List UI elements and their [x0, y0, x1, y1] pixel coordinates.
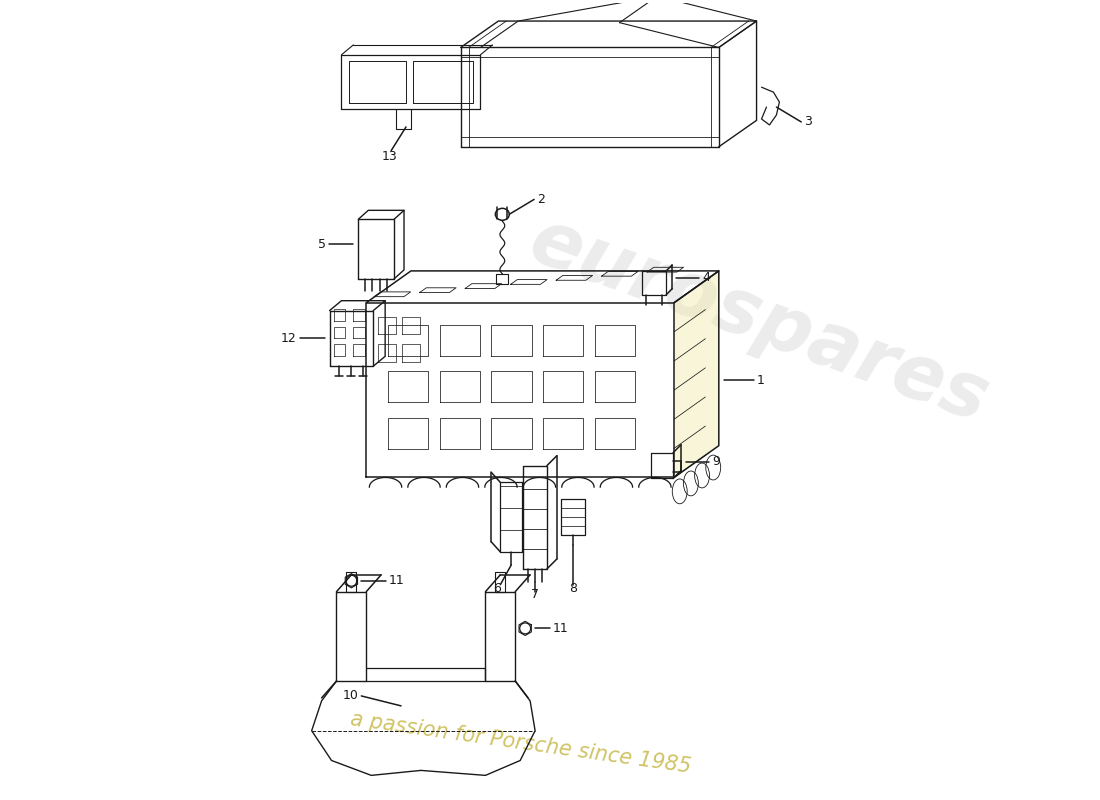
- Text: 8: 8: [569, 582, 576, 595]
- Text: 1: 1: [757, 374, 764, 386]
- Text: eurospares: eurospares: [519, 203, 998, 438]
- Text: 11: 11: [389, 574, 405, 587]
- Text: 4: 4: [702, 271, 710, 284]
- Polygon shape: [674, 271, 718, 478]
- Text: 12: 12: [280, 332, 297, 345]
- Text: 5: 5: [318, 238, 326, 250]
- Text: a passion for Porsche since 1985: a passion for Porsche since 1985: [349, 709, 692, 777]
- Text: 6: 6: [494, 582, 502, 595]
- Text: 9: 9: [712, 455, 719, 468]
- Text: 11: 11: [553, 622, 569, 635]
- Text: 2: 2: [537, 193, 544, 206]
- Text: 10: 10: [342, 690, 359, 702]
- Text: 7: 7: [531, 588, 539, 601]
- Text: 13: 13: [382, 150, 397, 163]
- Text: 3: 3: [804, 115, 812, 129]
